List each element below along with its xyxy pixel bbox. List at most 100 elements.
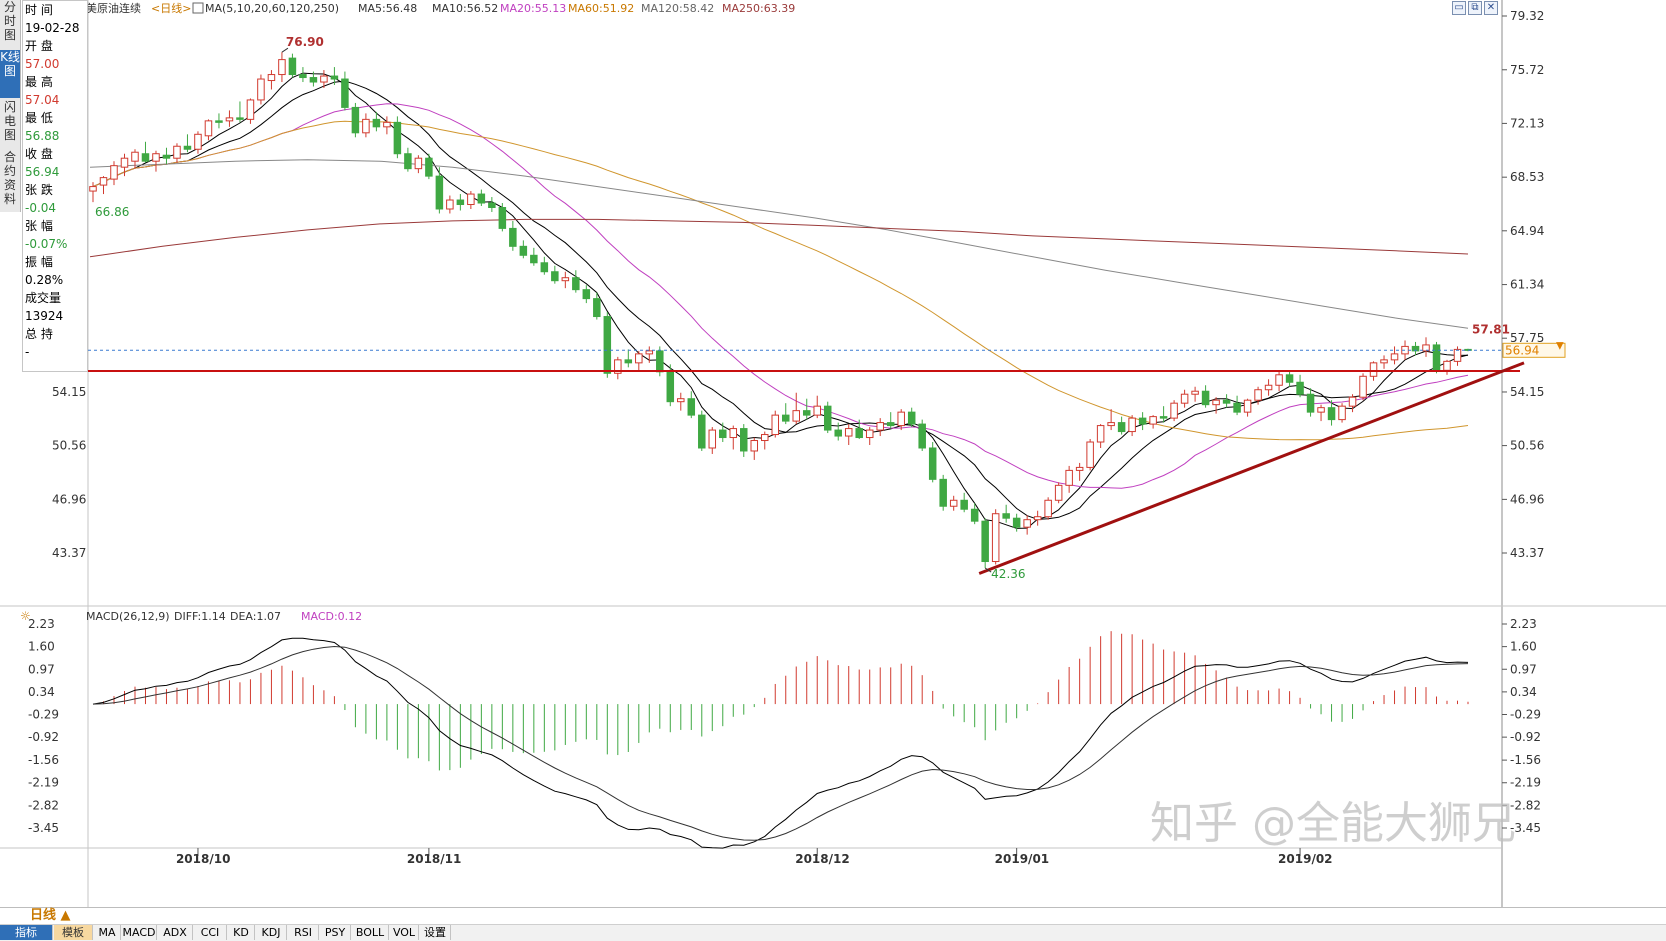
candle-down (656, 350, 664, 373)
tab-indicator[interactable]: 指标 (0, 925, 53, 940)
legend-ma250: MA250:63.39 (722, 2, 795, 15)
candle-up (1128, 417, 1136, 433)
candle-up (771, 414, 780, 436)
indicator-tab-rsi[interactable]: RSI (288, 925, 319, 940)
current-price-label: 56.94 (1505, 343, 1539, 357)
info-value: - (25, 345, 30, 359)
left-macd-axis-label: -3.45 (28, 821, 59, 835)
left-macd-axis-label: 0.97 (28, 662, 55, 676)
price-axis-label: 57.75 (1510, 331, 1544, 345)
info-value: 57.00 (25, 57, 60, 71)
left-macd-axis-label: -2.19 (28, 776, 59, 790)
period-selector[interactable]: 日线 ▲ (30, 908, 71, 923)
indicator-tab-macd[interactable]: MACD (122, 925, 157, 940)
candle-down (404, 153, 412, 170)
legend-ma5: MA5:56.48 (358, 2, 417, 15)
candle-down (551, 271, 559, 282)
price-marker-icon: ▼ (1556, 340, 1564, 351)
info-label: 最 低 (25, 111, 53, 125)
left-macd-axis-label: -0.92 (28, 730, 59, 744)
window-restore-icon[interactable]: ⧉ (1468, 1, 1482, 15)
candle-down (802, 410, 811, 416)
indicator-tab-kd[interactable]: KD (228, 925, 255, 940)
price-axis-label: 68.53 (1510, 170, 1544, 184)
candle-up (1149, 416, 1157, 425)
price-axis-label: 46.96 (1510, 492, 1544, 506)
candle-down (351, 106, 360, 134)
macd-axis-label: -2.19 (1510, 776, 1541, 790)
window-close-icon[interactable]: ✕ (1484, 1, 1498, 15)
time-axis-label: 2018/10 (176, 852, 230, 866)
candle-up (561, 277, 570, 282)
candle-down (907, 411, 916, 425)
candle-up (131, 151, 139, 162)
candle-down (1327, 407, 1336, 421)
candle-up (1107, 422, 1115, 427)
price-axis-label: 75.72 (1510, 63, 1544, 77)
candle-up (1044, 499, 1052, 518)
candle-up (635, 353, 643, 364)
candle-down (698, 414, 706, 449)
tab-kline-chart[interactable]: K线图 (0, 50, 20, 98)
tab-flash-chart[interactable]: 闪电图 (3, 100, 16, 142)
indicator-tab-boll[interactable]: BOLL (352, 925, 389, 940)
candle-up (1348, 396, 1357, 407)
indicator-tab-adx[interactable]: ADX (158, 925, 193, 940)
macd-legend-params: MACD(26,12,9) (86, 610, 170, 623)
info-value: 56.88 (25, 129, 60, 143)
candle-up (1338, 405, 1346, 421)
indicator-tab-设置[interactable]: 设置 (420, 925, 451, 940)
price-axis-label: 79.32 (1510, 9, 1544, 23)
candle-up (1254, 389, 1262, 401)
macd-legend-diff: DIFF:1.14 (174, 610, 226, 623)
candle-down (1222, 399, 1231, 404)
candle-up (446, 199, 454, 210)
candle-up (1443, 360, 1451, 371)
indicator-tab-cci[interactable]: CCI (194, 925, 227, 940)
info-label: 收 盘 (25, 147, 53, 161)
candle-down (435, 175, 444, 210)
time-axis-label: 2018/12 (795, 852, 849, 866)
candle-up (225, 117, 234, 122)
indicator-tab-vol[interactable]: VOL (390, 925, 419, 940)
tab-tick-chart[interactable]: 分时图 (3, 0, 16, 42)
indicator-tab-kdj[interactable]: KDJ (256, 925, 287, 940)
candle-up (1275, 374, 1283, 386)
candle-down (498, 206, 507, 229)
info-label: 总 持 (25, 327, 53, 341)
candle-up (173, 145, 181, 159)
candle-up (677, 398, 685, 403)
time-axis-label: 2019/01 (995, 852, 1049, 866)
info-value: -0.07% (25, 237, 68, 251)
macd-dea-line (92, 645, 1469, 841)
candle-up (257, 78, 265, 101)
candle-down (530, 254, 538, 264)
macd-axis-label: -0.29 (1510, 708, 1541, 722)
ma120-line (89, 159, 1469, 329)
candle-up (897, 411, 905, 427)
price-axis-label: 64.94 (1510, 224, 1544, 238)
indicator-toolbar (0, 924, 1666, 941)
candle-down (593, 298, 601, 318)
price-axis-label: 61.34 (1510, 278, 1544, 292)
left-macd-axis-label: 2.23 (28, 617, 55, 631)
candle-up (614, 359, 622, 374)
info-value: 0.28% (25, 273, 64, 287)
tab-template[interactable]: 模板 (54, 925, 93, 940)
chart-canvas[interactable]: 79.32 75.72 72.13 68.53 64.94 61.34 57.75 54.15… (0, 0, 1666, 907)
candle-up (1086, 441, 1094, 468)
candle-up (1170, 402, 1178, 419)
candle-up (383, 121, 391, 128)
left-tab-strip: 分时图 K线图 闪电图 合约资料 (0, 0, 21, 212)
info-label: 成交量 (25, 291, 62, 305)
window-minimize-icon[interactable]: ▭ (1452, 1, 1466, 15)
candle-up (645, 350, 654, 355)
tab-contract-info[interactable]: 合约资料 (3, 150, 16, 206)
indicator-tab-psy[interactable]: PSY (320, 925, 351, 940)
macd-axis-label: 0.97 (1510, 662, 1537, 676)
candle-up (89, 186, 97, 192)
indicator-tab-ma[interactable]: MA (94, 925, 121, 940)
candle-down (341, 78, 349, 108)
candle-up (865, 429, 874, 439)
